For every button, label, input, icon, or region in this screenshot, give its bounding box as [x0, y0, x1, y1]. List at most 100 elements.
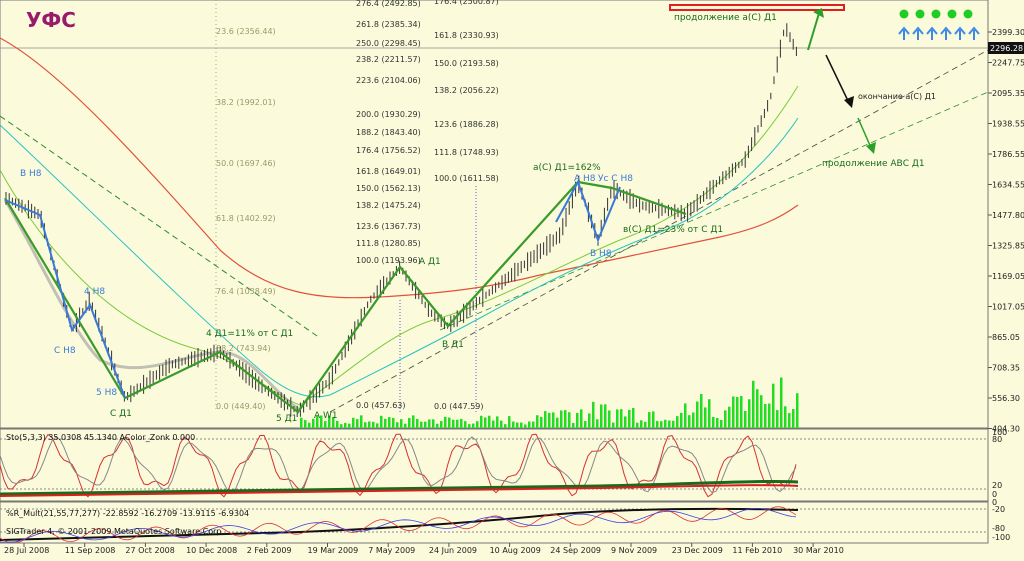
volume-bar — [472, 423, 475, 428]
fib-mid-label: 111.8 (1280.85) — [356, 239, 421, 248]
volume-bar — [360, 415, 363, 428]
fib-right-label: 100.0 (1611.58) — [434, 174, 499, 183]
fib-left-label: 50.0 (1697.46) — [216, 159, 276, 168]
volume-bar — [428, 419, 431, 428]
signal-dot-icon — [947, 9, 957, 19]
volume-bar — [556, 417, 559, 428]
volume-bar — [640, 420, 643, 428]
volume-bar — [772, 383, 775, 428]
volume-bar — [488, 415, 491, 428]
fib-mid-label: 276.4 (2492.85) — [356, 0, 421, 8]
volume-bar — [720, 419, 723, 428]
volume-bar — [320, 415, 323, 428]
fib-left-label: 0.0 (449.40) — [216, 402, 266, 411]
price-tick-label: 556.30 — [992, 394, 1020, 403]
wave-blue-left — [4, 199, 126, 399]
wpr-blue-line — [0, 507, 797, 543]
stoch-zone-green — [0, 479, 799, 496]
fib-mid-label: 238.2 (2211.57) — [356, 55, 421, 64]
wave-label: С H8 — [54, 346, 76, 356]
volume-bar — [728, 406, 731, 428]
volume-bar — [620, 409, 623, 428]
price-tick-label: 2095.35 — [992, 89, 1024, 98]
price-axis: 2399.30 2247.75 2095.35 1938.55 1786.55 1634.… — [988, 28, 1024, 542]
volume-bar — [516, 422, 519, 428]
wave-label: В H8 — [590, 249, 612, 259]
arrow-down-black-head — [844, 96, 854, 108]
signal-dot-icon — [915, 9, 925, 19]
volume-bar — [356, 419, 359, 428]
uptrend-line — [329, 49, 989, 413]
volume-bar — [456, 419, 459, 428]
wave-label: продолжение АВС Д1 — [822, 159, 925, 169]
fib-left-label: 61.8 (1402.92) — [216, 214, 276, 223]
volume-bar — [408, 417, 411, 428]
volume-bar — [572, 422, 575, 428]
volume-bar — [672, 420, 675, 428]
volume-bar — [424, 421, 427, 428]
signal-dot-icon — [899, 9, 909, 19]
arrow-down-black — [825, 54, 851, 106]
wave-label: 5 H8 — [96, 388, 117, 398]
volume-bar — [492, 420, 495, 428]
fib-mid-label: 223.6 (2104.06) — [356, 76, 421, 85]
signal-arrow-up-icon — [968, 26, 980, 40]
volume-bar — [644, 421, 647, 428]
volume-bar — [648, 412, 651, 428]
date-tick-label: 23 Dec 2009 — [672, 546, 723, 555]
arrow-up-head — [813, 8, 824, 18]
volume-bar — [388, 417, 391, 428]
fib-left-label: 88.2 (743.94) — [216, 344, 271, 353]
volume-bar — [300, 417, 303, 428]
channel-line — [439, 91, 989, 331]
volume-bar — [368, 421, 371, 428]
volume-bar — [676, 416, 679, 428]
date-tick-label: 2 Feb 2009 — [247, 546, 292, 555]
wave-label: Ус С H8 — [598, 174, 633, 184]
price-tick-label: 865.05 — [992, 333, 1020, 342]
volume-bar — [560, 410, 563, 428]
date-tick-label: 11 Feb 2010 — [732, 546, 782, 555]
fib-mid-label: 138.2 (1475.24) — [356, 201, 421, 210]
fib-left-label: 23.6 (2356.44) — [216, 27, 276, 36]
price-tick-label: 1325.85 — [992, 242, 1024, 251]
price-tick-label: 2247.75 — [992, 59, 1024, 68]
price-tick-label: 1169.05 — [992, 272, 1024, 281]
signal-arrow-up-icon — [940, 26, 952, 40]
fib-mid-label: 250.0 (2298.45) — [356, 39, 421, 48]
volume-bar — [652, 411, 655, 428]
wave-label: 4 H8 — [84, 287, 105, 297]
volume-bar — [376, 423, 379, 428]
stoch-axis-label: 20 — [992, 481, 1002, 490]
volume-bar — [436, 423, 439, 428]
wave-label: А Д1 — [419, 257, 441, 267]
wpr-axis-label: -100 — [992, 533, 1010, 542]
date-tick-label: 10 Aug 2009 — [490, 546, 541, 555]
volume-bar — [568, 412, 571, 428]
wave-label: А H8 — [574, 174, 596, 184]
volume-bar — [704, 407, 707, 428]
volume-bar — [604, 404, 607, 428]
volume-bar — [756, 389, 759, 428]
stoch-zone-red — [0, 484, 799, 497]
volume-bar — [384, 418, 387, 428]
volume-bar — [636, 422, 639, 428]
fib-labels: 23.6 (2356.44) 38.2 (1992.01) 50.0 (1697.4… — [216, 0, 499, 411]
volume-bar — [420, 421, 423, 428]
wpr-axis-label: -80 — [992, 524, 1005, 533]
volume-bar — [372, 421, 375, 428]
date-tick-label: 28 Jul 2008 — [4, 546, 49, 555]
signal-indicators — [898, 9, 980, 40]
volume-bar — [584, 421, 587, 428]
wave-blue-right — [555, 179, 621, 243]
volume-bar — [524, 424, 527, 428]
wave-label: А W1 — [314, 411, 338, 421]
price-tick-label: 1938.55 — [992, 120, 1024, 129]
volume-bar — [412, 415, 415, 428]
volume-bar — [512, 421, 515, 428]
volume-bar — [580, 409, 583, 428]
downtrend-line — [0, 115, 321, 339]
volume-bar — [352, 417, 355, 428]
